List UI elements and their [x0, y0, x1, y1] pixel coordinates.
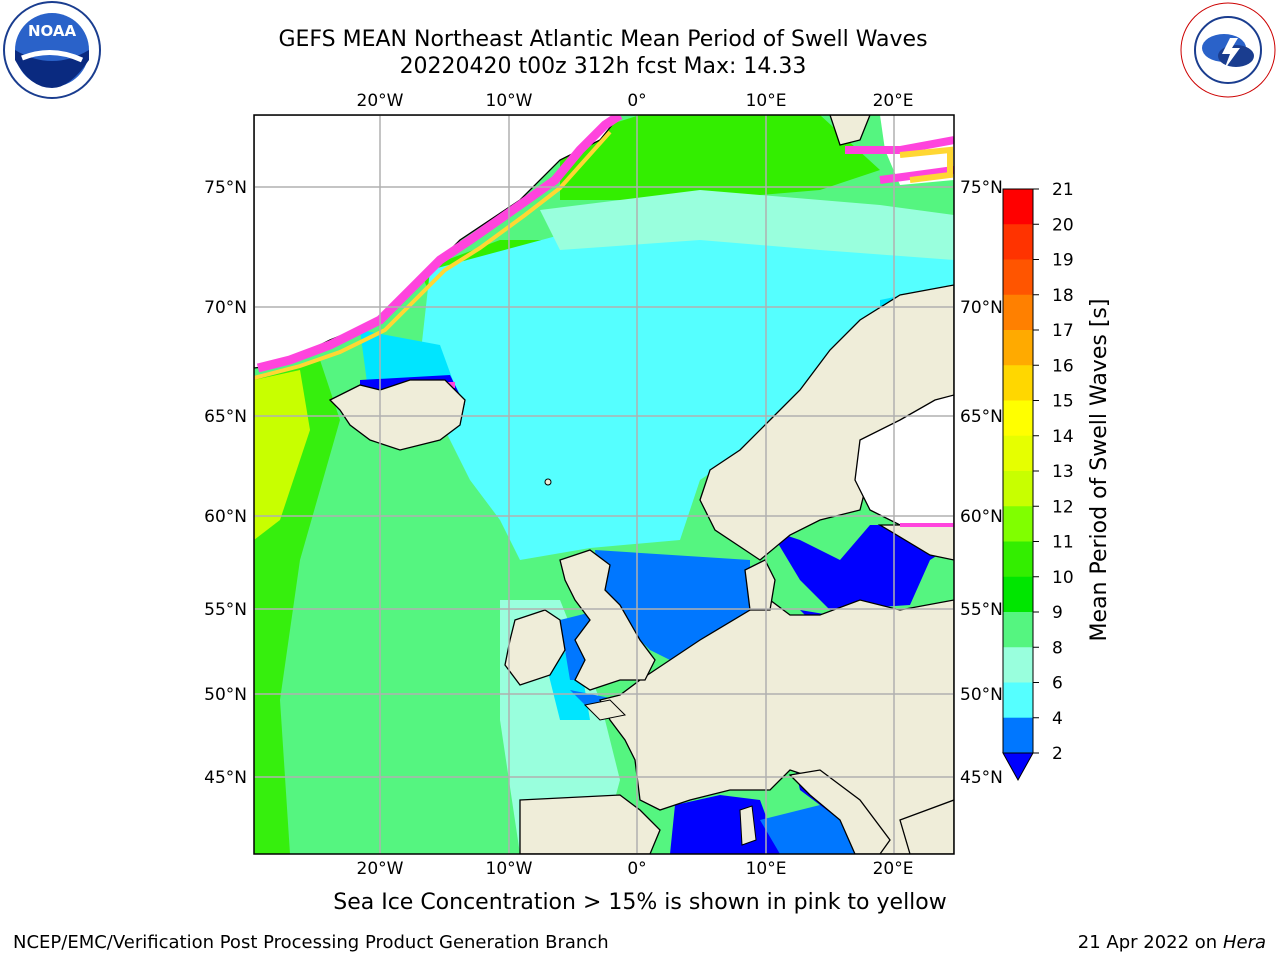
colorbar-tick-label: 2: [1052, 744, 1063, 764]
colorbar-tick-label: 18: [1052, 286, 1074, 306]
lon-label-top: 0°: [627, 91, 646, 111]
colorbar: 21 20 19 18 17 16 15 14 13 12 11 10 9 8 6 4 2: [1002, 180, 1074, 782]
chart-subtitle: 20220420 t00z 312h fcst Max: 14.33: [399, 54, 807, 79]
footer-date-text: 21 Apr 2022 on: [1077, 932, 1223, 953]
colorbar-tick-label: 12: [1052, 497, 1074, 517]
footer-credit: NCEP/EMC/Verification Post Processing Pr…: [13, 932, 609, 953]
colorbar-tick-label: 8: [1052, 638, 1063, 658]
colorbar-label: Mean Period of Swell Waves [s]: [1087, 299, 1112, 642]
lon-label-bottom: 0°: [627, 859, 646, 879]
lat-label-left: 55°N: [204, 600, 247, 620]
chart-title: GEFS MEAN Northeast Atlantic Mean Period…: [278, 27, 928, 52]
lon-label-bottom: 10°W: [486, 859, 533, 879]
colorbar-segment: [1003, 647, 1033, 683]
lat-label-right: 60°N: [960, 507, 1003, 527]
colorbar-tick-label: 15: [1052, 392, 1074, 412]
footer-host: Hera: [1222, 932, 1266, 953]
map-area: [254, 115, 954, 854]
lon-label-bottom: 20°W: [357, 859, 404, 879]
lat-label-right: 55°N: [960, 600, 1003, 620]
colorbar-extend-arrow: [1002, 752, 1034, 782]
colorbar-segment: [1003, 541, 1033, 578]
colorbar-segment: [1003, 330, 1033, 366]
colorbar-tick-label: 9: [1052, 603, 1063, 623]
colorbar-segment: [1003, 471, 1033, 507]
lat-label-right: 65°N: [960, 407, 1003, 427]
footer-date: 21 Apr 2022 on Hera: [1078, 932, 1266, 953]
lat-label-left: 60°N: [204, 507, 247, 527]
colorbar-tick-label: 14: [1052, 427, 1074, 447]
lon-label-bottom: 20°E: [873, 859, 914, 879]
colorbar-tick-label: 6: [1052, 674, 1063, 694]
lat-label-left: 45°N: [204, 768, 247, 788]
lat-label-left: 70°N: [204, 298, 247, 318]
lat-label-right: 50°N: [960, 685, 1003, 705]
colorbar-segment: [1003, 506, 1033, 542]
lon-label-top: 10°E: [746, 91, 787, 111]
colorbar-segment: [1003, 189, 1033, 225]
lon-label-top: 10°W: [486, 91, 533, 111]
map-frame: [253, 114, 955, 855]
colorbar-segment: [1003, 294, 1033, 331]
iberia-land: [519, 794, 661, 854]
great-britain-land: [559, 549, 656, 691]
colorbar-tick-label: 20: [1052, 215, 1074, 235]
colorbar-tick-label: 17: [1052, 321, 1074, 341]
colorbar-segment: [1003, 224, 1033, 260]
lat-label-right: 70°N: [960, 298, 1003, 318]
colorbar-segment: [1003, 717, 1033, 753]
colorbar-tick-label: 11: [1052, 533, 1074, 553]
colorbar-segment: [1003, 259, 1033, 296]
colorbar-segment: [1003, 612, 1033, 648]
colorbar-tick-label: 10: [1052, 568, 1074, 588]
lat-label-right: 45°N: [960, 768, 1003, 788]
lat-label-left: 50°N: [204, 685, 247, 705]
noaa-logo-text: NOAA: [28, 22, 77, 40]
lat-label-right: 75°N: [960, 178, 1003, 198]
colorbar-tick-label: 19: [1052, 251, 1074, 271]
colorbar-segment: [1003, 365, 1033, 401]
colorbar-segment: [1003, 576, 1033, 613]
colorbar-segment: [1003, 435, 1033, 472]
colorbar-segment: [1003, 400, 1033, 437]
sea-ice-note: Sea Ice Concentration > 15% is shown in …: [333, 890, 947, 915]
sea-ice-edge: [256, 115, 623, 373]
noaa-logo: NOAA: [3, 1, 101, 99]
lat-label-left: 75°N: [204, 178, 247, 198]
colorbar-tick-label: 16: [1052, 356, 1074, 376]
colorbar-tick-label: 4: [1052, 709, 1063, 729]
lon-label-top: 20°W: [357, 91, 404, 111]
colorbar-tick-label: 13: [1052, 462, 1074, 482]
colorbar-segment: [1003, 682, 1033, 719]
lon-label-bottom: 10°E: [746, 859, 787, 879]
graticule: [254, 115, 954, 854]
colorbar-tick-label: 21: [1052, 180, 1074, 200]
lon-label-top: 20°E: [873, 91, 914, 111]
nws-logo: [1180, 2, 1276, 98]
lat-label-left: 65°N: [204, 407, 247, 427]
